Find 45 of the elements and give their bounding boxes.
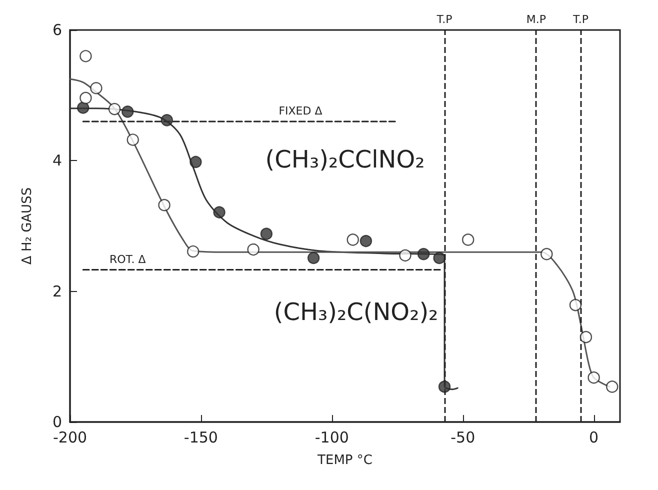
series-label: ROT. Δ — [110, 252, 146, 266]
y-tick-label: 2 — [52, 282, 62, 300]
y-tick-label: 0 — [52, 413, 62, 431]
point — [260, 228, 273, 240]
point — [433, 252, 446, 264]
ref-line-label: T.P — [572, 13, 589, 26]
point — [569, 298, 582, 312]
ref-line-label: T.P — [436, 13, 453, 26]
annotation: (CH₃)₂CClNO₂ — [265, 145, 425, 174]
point — [588, 371, 600, 384]
ref-line-label: M.P — [526, 13, 546, 26]
annotation: (CH₃)₂C(NO₂)₂ — [274, 298, 438, 326]
y-tick-label: 6 — [52, 21, 62, 39]
point — [346, 234, 359, 246]
point — [462, 234, 474, 246]
x-tick-label: -50 — [450, 428, 476, 446]
x-tick-label: 0 — [589, 428, 599, 446]
x-tick-label: -200 — [52, 428, 88, 446]
point — [77, 102, 90, 114]
point — [540, 248, 553, 260]
point — [158, 198, 170, 212]
point — [190, 156, 202, 168]
x-tick-label: -150 — [184, 428, 218, 446]
point — [580, 330, 592, 344]
point — [122, 106, 134, 118]
point — [417, 248, 430, 260]
point — [90, 82, 102, 94]
y-axis-title: Δ H₂ GAUSS — [20, 187, 35, 265]
point — [438, 380, 451, 393]
point — [126, 134, 139, 146]
point — [80, 50, 92, 62]
point — [108, 102, 121, 116]
point — [160, 114, 174, 126]
point — [399, 249, 412, 262]
point — [360, 234, 372, 248]
x-axis-title: TEMP °C — [316, 453, 372, 468]
y-tick-label: 4 — [52, 152, 62, 170]
point — [247, 243, 260, 256]
point — [606, 380, 618, 393]
point — [307, 252, 320, 264]
point — [80, 92, 92, 104]
point — [213, 206, 226, 218]
x-tick-label: -100 — [314, 428, 349, 446]
point — [187, 245, 200, 258]
series-label: FIXED Δ — [278, 104, 323, 118]
